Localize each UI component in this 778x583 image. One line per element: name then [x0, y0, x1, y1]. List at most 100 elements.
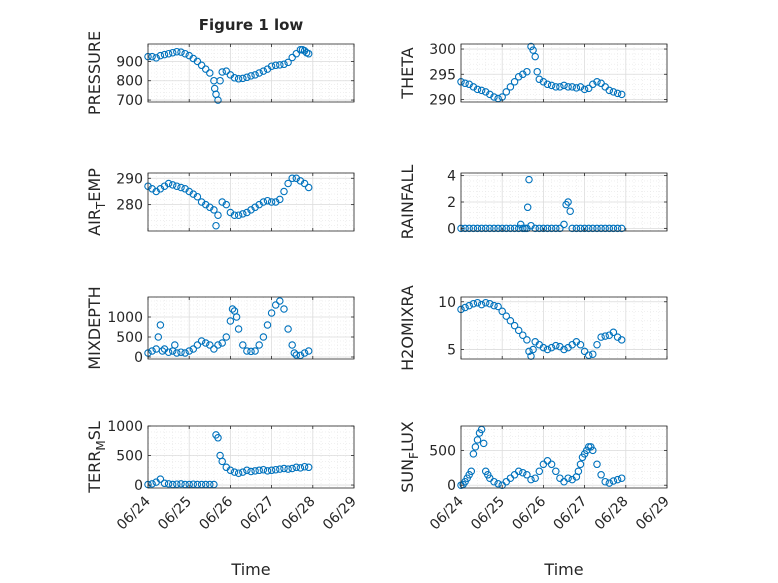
data-point: [214, 96, 222, 104]
data-point: [613, 224, 622, 233]
data-point: [566, 207, 574, 215]
y-tick-label: 290: [116, 171, 143, 187]
data-point: [580, 347, 589, 356]
data-point: [290, 349, 299, 357]
y-tick-label: 300: [429, 42, 456, 58]
data-point: [552, 467, 560, 476]
data-point: [461, 79, 469, 88]
data-point: [181, 349, 189, 357]
axes-box: [147, 43, 355, 103]
data-point: [284, 325, 292, 333]
data-point: [197, 61, 206, 70]
data-point: [461, 303, 469, 312]
data-point: [529, 345, 537, 354]
data-point: [506, 224, 515, 233]
data-point: [171, 341, 179, 349]
y-tick-label: 700: [116, 93, 143, 109]
data-point: [609, 88, 618, 96]
data-point: [276, 195, 284, 204]
data-point: [243, 466, 251, 475]
data-point: [177, 183, 185, 192]
data-point: [494, 224, 502, 233]
y-tick-label: 5: [447, 342, 456, 358]
y-tick-label: 500: [429, 443, 456, 459]
data-point: [239, 74, 247, 83]
data-point: [271, 61, 280, 70]
data-point: [552, 83, 560, 91]
data-point: [300, 349, 309, 357]
data-point: [288, 174, 296, 183]
data-point: [185, 347, 193, 355]
data-point: [469, 224, 478, 233]
data-point: [490, 93, 498, 101]
data-point: [193, 57, 202, 66]
data-point: [525, 347, 533, 356]
data-point: [516, 220, 525, 229]
data-point: [181, 49, 189, 58]
y-tick-label: 4: [447, 169, 456, 185]
data-point: [486, 299, 494, 308]
data-point: [502, 312, 511, 320]
data-point: [152, 54, 160, 62]
data-point: [473, 436, 482, 444]
data-point: [148, 347, 156, 355]
data-point: [597, 224, 605, 233]
data-point: [230, 468, 239, 476]
data-point: [547, 224, 556, 233]
data-point: [300, 179, 309, 188]
y-axis-label: SUNFLUX: [398, 421, 421, 493]
y-axis-label-subscript: M: [94, 440, 108, 450]
data-point: [251, 71, 259, 79]
data-point: [519, 331, 527, 339]
data-point: [481, 88, 490, 96]
data-point: [481, 224, 490, 233]
data-point: [230, 74, 239, 82]
data-point: [164, 480, 173, 488]
data-point: [609, 477, 618, 485]
data-point: [228, 305, 237, 313]
data-point: [510, 224, 519, 233]
axes-box: [460, 43, 668, 103]
data-point: [288, 464, 296, 473]
data-point: [494, 302, 502, 311]
data-point: [160, 479, 169, 488]
data-point: [617, 474, 626, 482]
data-point: [584, 224, 593, 233]
data-point: [469, 83, 478, 91]
data-point: [251, 347, 259, 355]
data-point: [271, 301, 280, 309]
data-point: [304, 463, 313, 472]
data-point: [527, 475, 535, 484]
y-axis-label-subscript: T: [94, 201, 108, 210]
data-point: [216, 76, 224, 85]
x-axis-label: Time: [230, 560, 270, 579]
data-point: [259, 333, 268, 341]
data-point: [523, 203, 532, 212]
data-point: [201, 339, 210, 347]
data-point: [173, 182, 181, 190]
data-point: [148, 52, 156, 61]
data-point: [605, 224, 614, 233]
data-point: [259, 465, 268, 474]
data-point: [564, 198, 572, 206]
data-point: [531, 52, 539, 61]
data-point: [543, 345, 552, 354]
data-point: [259, 67, 268, 75]
data-point: [280, 187, 288, 196]
data-point: [506, 83, 515, 91]
data-point: [477, 224, 486, 233]
y-axis-label-subscript: F: [407, 452, 421, 459]
data-point: [467, 467, 476, 476]
data-point: [255, 466, 263, 475]
data-point: [589, 224, 597, 233]
y-tick-label: 0: [134, 478, 143, 494]
y-axis-label-rest: EMP: [85, 168, 104, 202]
data-point: [523, 471, 531, 479]
data-point: [609, 328, 618, 337]
data-point: [292, 463, 301, 472]
data-point: [560, 345, 568, 354]
data-point: [284, 58, 292, 67]
data-point: [212, 221, 220, 230]
data-point: [154, 333, 163, 341]
data-point: [189, 345, 198, 353]
